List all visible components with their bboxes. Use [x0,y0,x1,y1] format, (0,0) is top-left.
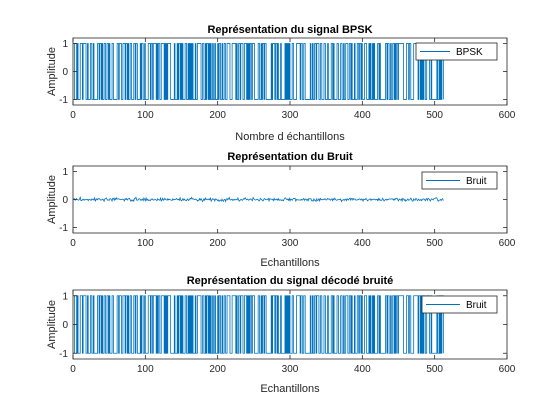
legend: Bruit [421,295,498,314]
x-tick-label: 600 [499,110,516,121]
x-tick-label: 0 [70,238,76,249]
y-ticks: 1 0 -1 [59,291,507,360]
x-tick-label: 100 [137,110,154,121]
x-tick-label: 600 [499,238,516,249]
y-tick-label: 0 [62,320,68,331]
y-tick-label: -1 [59,95,68,106]
legend: Bruit [421,171,498,190]
x-tick-label: 0 [70,364,76,375]
series-line [73,295,444,354]
legend-label: Bruit [466,176,487,187]
y-ticks: 1 0 -1 [59,167,507,234]
y-axis-label: Amplitude [46,47,58,96]
series-line [73,196,444,203]
x-tick-label: 100 [137,238,154,249]
chart-title: Représentation du signal décodé bruité [187,275,394,287]
plot-area [73,295,444,354]
x-tick-label: 400 [354,238,371,249]
x-tick-label: 400 [354,110,371,121]
x-tick-label: 100 [137,364,154,375]
legend-label: Bruit [466,300,487,311]
legend: BPSK [415,42,498,61]
y-tick-label: 1 [62,291,68,302]
y-tick-label: 0 [62,67,68,78]
legend-label: BPSK [456,47,483,58]
x-tick-label: 500 [426,238,443,249]
x-ticks: 0 100 200 300 400 500 600 [70,38,516,121]
y-tick-label: 1 [62,167,68,178]
x-tick-label: 300 [282,364,299,375]
legend-box [415,42,498,61]
x-tick-label: 200 [209,238,226,249]
chart-title: Représentation du Bruit [227,151,353,163]
subplot-decoded: Représentation du signal décodé bruité 1… [46,275,516,395]
x-tick-label: 0 [70,110,76,121]
x-tick-label: 500 [426,364,443,375]
chart-title: Représentation du signal BPSK [207,24,372,36]
x-tick-label: 200 [209,364,226,375]
y-tick-label: -1 [59,223,68,234]
x-tick-label: 300 [282,110,299,121]
plot-area [73,43,444,100]
plot-area [73,196,444,203]
x-axis-label: Nombre d échantillons [235,131,345,143]
y-tick-label: 0 [62,195,68,206]
subplot-noise: Représentation du Bruit 10-1 0 100 200 300 4… [46,151,516,269]
y-axis-label: Amplitude [46,300,58,349]
y-tick-label: -1 [59,349,68,360]
y-ticks: 1 0 -1 [59,39,507,106]
subplot-bpsk: Représentation du signal BPSK 10-1 0 100 2… [46,24,516,143]
series-line [73,43,444,100]
x-tick-label: 200 [209,110,226,121]
y-axis-label: Amplitude [46,175,58,224]
x-axis-label: Echantillons [260,257,320,269]
x-ticks: 0 100 200 300 400 500 600 [70,166,516,249]
y-tick-label: 1 [62,39,68,50]
x-tick-label: 500 [426,110,443,121]
x-tick-label: 600 [499,364,516,375]
x-tick-label: 300 [282,238,299,249]
x-tick-label: 400 [354,364,371,375]
x-ticks: 0 100 200 300 400 500 600 [70,290,516,375]
x-axis-label: Echantillons [260,383,320,395]
